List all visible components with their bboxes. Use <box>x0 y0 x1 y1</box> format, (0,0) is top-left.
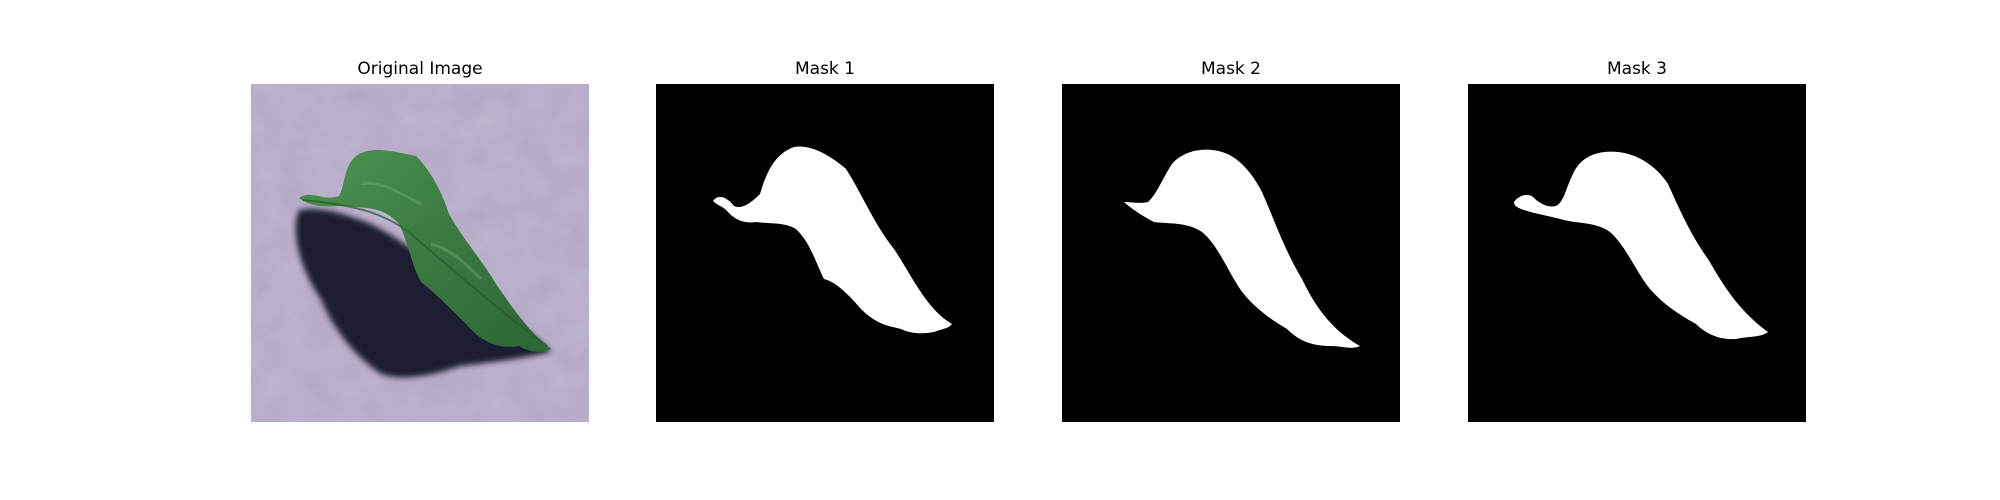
mask-2-svg <box>1062 84 1400 422</box>
mask-2-region <box>1124 149 1360 348</box>
leaf-vein <box>302 199 548 347</box>
mask-3-region <box>1514 151 1768 340</box>
mask-3 <box>1468 84 1806 422</box>
original-image <box>251 84 589 422</box>
mask-1-region <box>713 146 952 334</box>
mask-1-title: Mask 1 <box>794 59 855 79</box>
mask-2-title: Mask 2 <box>1200 59 1261 79</box>
mask-3-svg <box>1468 84 1806 422</box>
mask-1 <box>656 84 994 422</box>
mask-1-svg <box>656 84 994 422</box>
leaf <box>299 150 551 352</box>
mask-3-title: Mask 3 <box>1606 59 1667 79</box>
original-image-title: Original Image <box>357 59 483 79</box>
original-image-svg <box>251 84 589 422</box>
mask-2 <box>1062 84 1400 422</box>
